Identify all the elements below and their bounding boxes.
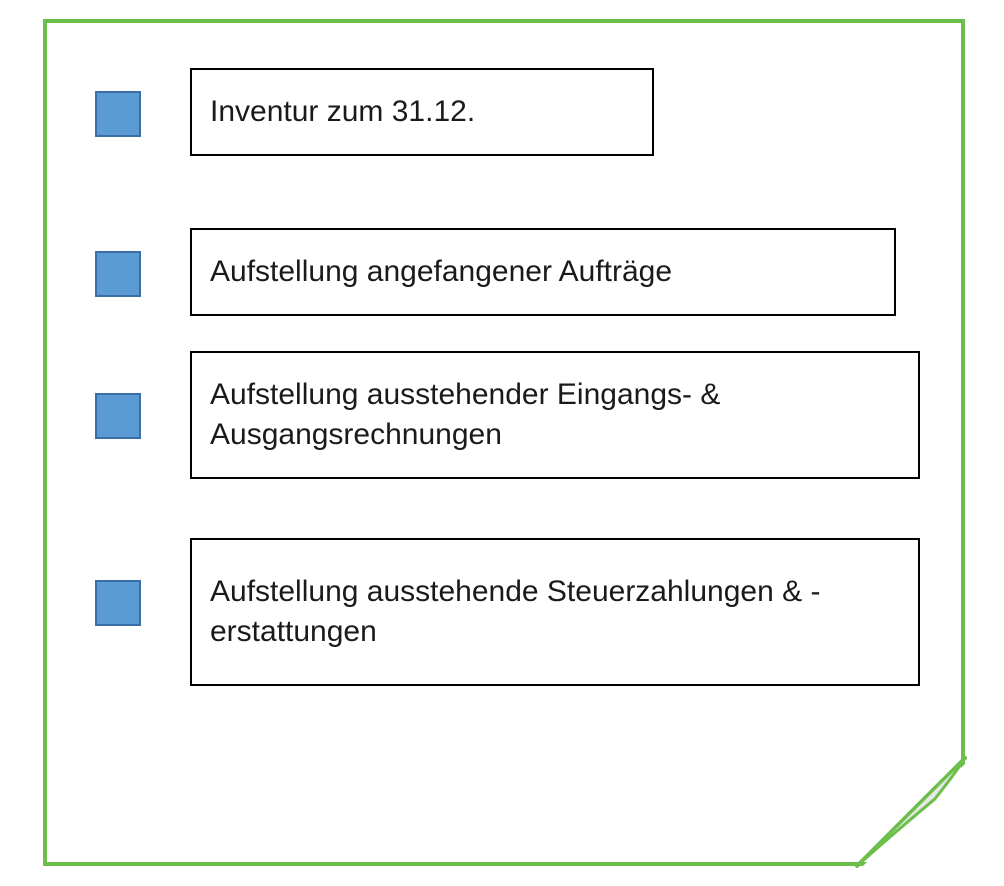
- bullet-item-1: [95, 91, 141, 137]
- text-box-item-1: Inventur zum 31.12.: [190, 68, 654, 156]
- item-4-label: Aufstellung ausstehende Steuerzahlungen …: [210, 572, 900, 653]
- text-box-item-2: Aufstellung angefangener Aufträge: [190, 228, 896, 316]
- bullet-item-2: [95, 251, 141, 297]
- bullet-item-3: [95, 393, 141, 439]
- text-box-item-4: Aufstellung ausstehende Steuerzahlungen …: [190, 538, 920, 686]
- page-corner-fold: [853, 754, 973, 874]
- text-box-item-3: Aufstellung ausstehender Eingangs- & Aus…: [190, 351, 920, 479]
- bullet-item-4: [95, 580, 141, 626]
- item-3-label: Aufstellung ausstehender Eingangs- & Aus…: [210, 375, 900, 456]
- item-2-label: Aufstellung angefangener Aufträge: [210, 252, 672, 293]
- item-1-label: Inventur zum 31.12.: [210, 92, 475, 133]
